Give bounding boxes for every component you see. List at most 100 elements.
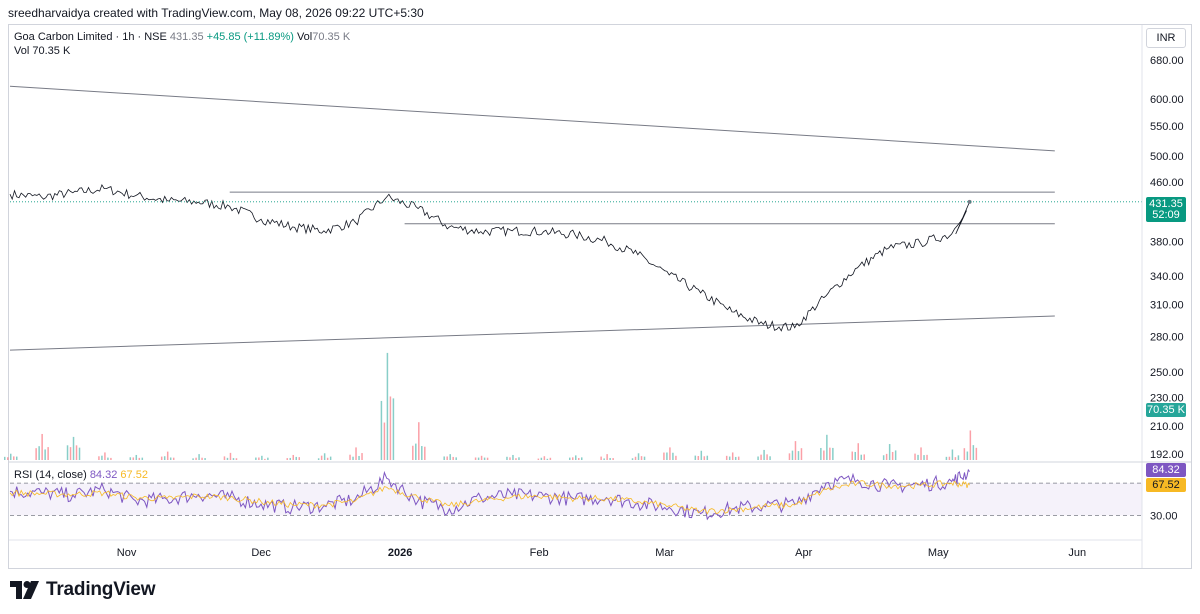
price-tick-label: 230.00 (1150, 393, 1184, 405)
volume-bar (169, 457, 172, 460)
volume-bar (546, 458, 549, 460)
volume-bar (44, 449, 46, 460)
volume-bar (477, 457, 480, 460)
volume-bar (267, 457, 269, 460)
volume-bar (320, 455, 323, 460)
volume-bar (694, 455, 697, 460)
price-series (9, 183, 1142, 332)
rsi-legend-ma: 67.52 (120, 469, 148, 481)
rsi-ma-line (9, 480, 970, 515)
volume-bar (851, 451, 853, 460)
volume-bar (894, 450, 897, 460)
volume-bar (797, 451, 800, 460)
price-tick-label: 600.00 (1150, 94, 1184, 106)
volume-bar (600, 456, 602, 460)
volume-bar (860, 454, 862, 460)
volume-bar (829, 447, 831, 460)
volume-bars (4, 352, 978, 460)
volume-bar (474, 457, 477, 460)
chart-credit: sreedharvaidya created with TradingView.… (8, 6, 424, 20)
volume-bar (75, 445, 78, 460)
volume-legend[interactable]: Vol 70.35 K (14, 44, 70, 58)
volume-bar (10, 453, 12, 460)
price-line (9, 183, 970, 332)
volume-bar (98, 456, 100, 460)
volume-bar (166, 451, 169, 460)
currency-button[interactable]: INR (1146, 28, 1186, 48)
volume-bar (515, 458, 517, 460)
volume-bar (286, 458, 288, 460)
volume-bar (957, 455, 960, 460)
volume-bar (788, 453, 791, 460)
rsi-badge: 84.32 (1146, 463, 1186, 477)
volume-bar (229, 452, 232, 460)
volume-bar (581, 457, 583, 460)
volume-bar (160, 456, 163, 460)
volume-bar (446, 456, 448, 460)
volume-bar (966, 451, 969, 460)
volume-bar (769, 456, 771, 460)
volume-bar (663, 452, 665, 460)
volume-bar (506, 456, 508, 460)
volume-bar (226, 457, 229, 460)
volume-bar (857, 443, 859, 460)
volume-bar (669, 447, 671, 460)
volume-bar (4, 456, 6, 460)
volume-bar (66, 445, 69, 460)
volume-bar (794, 441, 797, 460)
volume-bar (163, 456, 166, 460)
volume-bar (72, 436, 75, 460)
rsi-legend[interactable]: RSI (14, close) 84.32 67.52 (14, 468, 148, 482)
price-tick-label: 340.00 (1150, 271, 1184, 283)
symbol-legend[interactable]: Goa Carbon Limited · 1h · NSE 431.35 +45… (14, 30, 350, 44)
volume-bar (421, 446, 423, 460)
volume-bar (235, 458, 238, 460)
volume-bar (101, 455, 103, 460)
volume-bar (264, 458, 266, 460)
volume-bar (204, 458, 206, 460)
volume-legend-label: Vol (14, 45, 30, 57)
volume-bar (766, 454, 768, 460)
volume-bar (888, 444, 891, 460)
volume-badge: 70.35 K (1146, 403, 1186, 417)
volume-bar (138, 457, 141, 460)
volume-bar (637, 453, 640, 460)
volume-bar (223, 456, 226, 460)
volume-bar (292, 454, 294, 460)
volume-bar (129, 457, 132, 460)
volume-bar (195, 457, 197, 460)
price-tick-label: 380.00 (1150, 236, 1184, 248)
volume-bar (606, 454, 608, 460)
volume-bar (380, 400, 383, 460)
volume-bar (317, 458, 320, 460)
volume-bar (951, 449, 954, 460)
volume-bar (826, 434, 828, 460)
volume-bar (323, 453, 326, 460)
volume-bar (926, 454, 928, 460)
volume-bar (763, 449, 765, 460)
volume-bar (424, 446, 426, 460)
tradingview-logo[interactable]: TradingView (10, 577, 156, 603)
volume-bar (737, 456, 740, 460)
volume-bar (361, 453, 363, 460)
volume-bar (728, 456, 731, 460)
trend-lines (9, 85, 1055, 351)
volume-bar (854, 451, 856, 460)
volume-bar (443, 456, 445, 460)
volume-bar (352, 456, 354, 460)
volume-bar (41, 433, 43, 460)
volume-bar (201, 457, 203, 460)
volume-bar (666, 452, 668, 460)
rsi-legend-name: RSI (14, close) (14, 469, 87, 481)
time-tick-label: Dec (251, 547, 271, 559)
price-tick-label: 550.00 (1150, 121, 1184, 133)
rsi-tick-label: 30.00 (1150, 510, 1178, 522)
volume-bar (832, 447, 834, 460)
volume-bar (549, 457, 552, 460)
volume-bar (141, 457, 144, 460)
volume-bar (35, 448, 37, 460)
volume-bar (963, 448, 966, 460)
volume-bar (891, 451, 894, 460)
volume-bar (631, 458, 634, 460)
